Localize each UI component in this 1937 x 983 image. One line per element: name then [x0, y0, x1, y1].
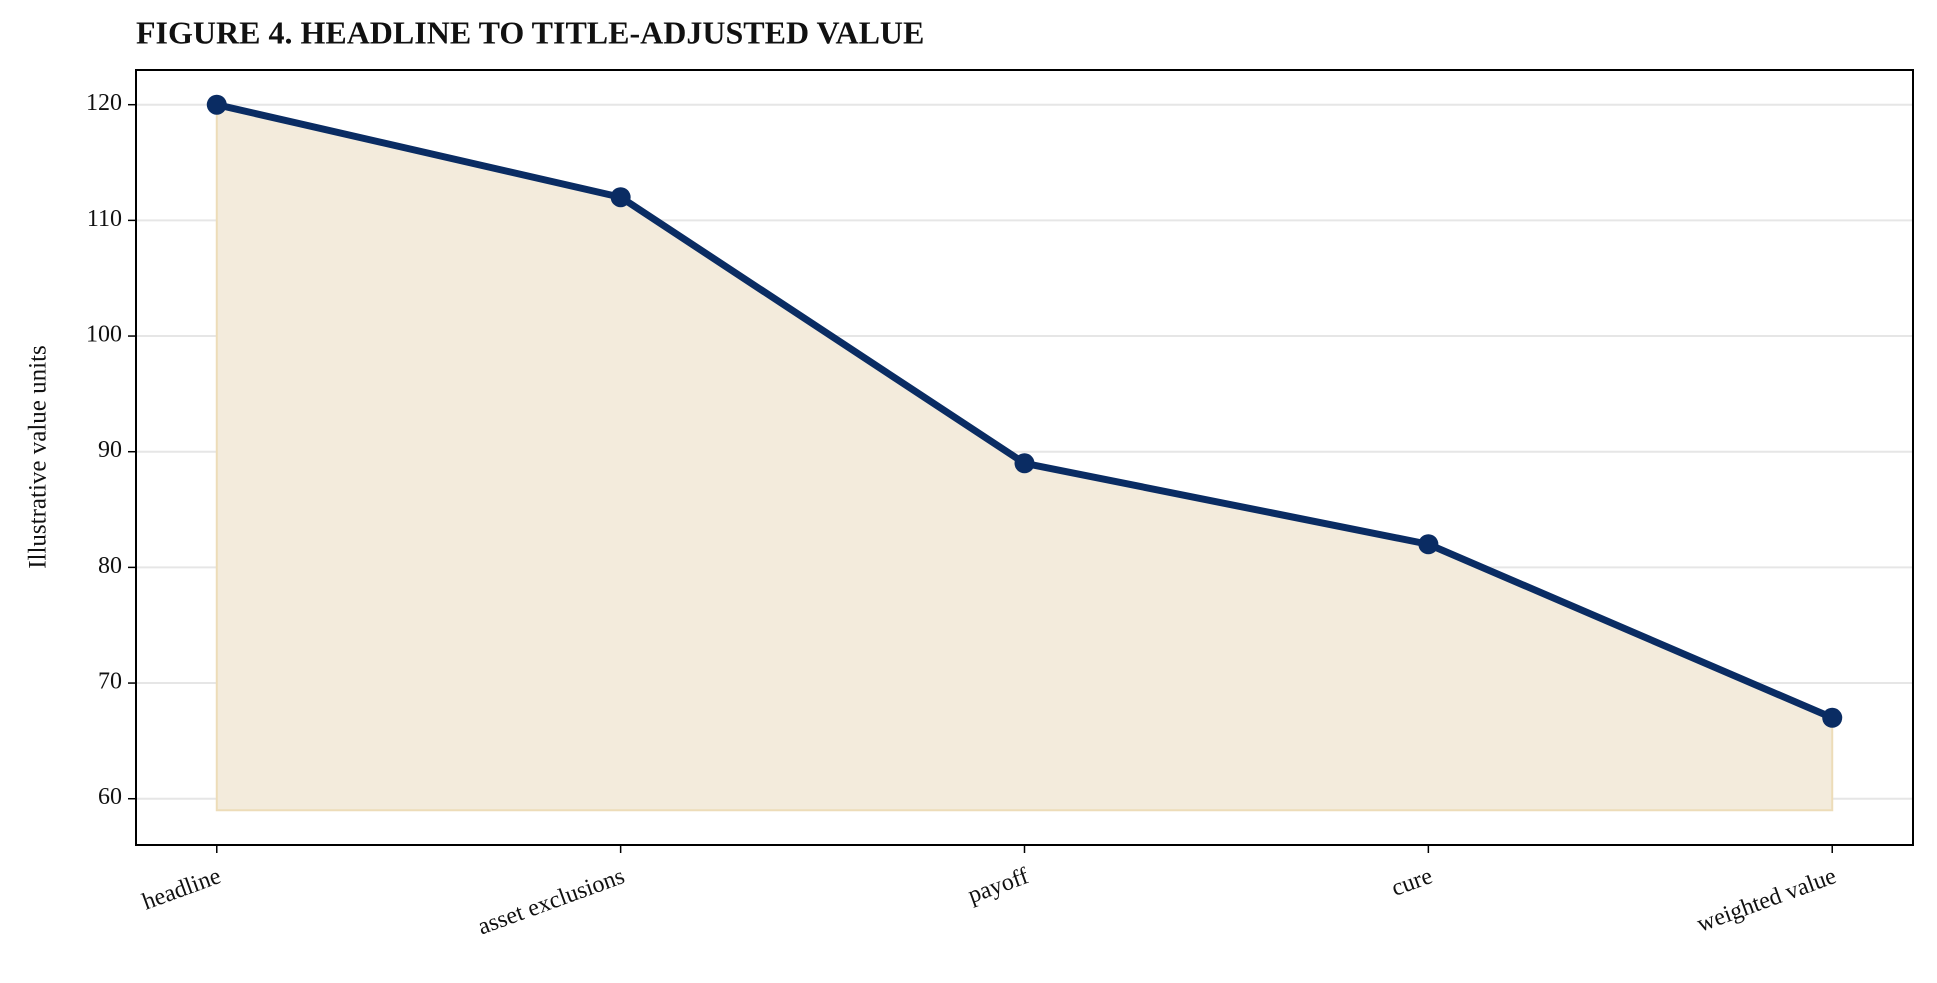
y-tick-label: 120 — [86, 90, 122, 116]
x-tick-label: payoff — [965, 863, 1032, 909]
y-tick-label: 60 — [98, 784, 122, 810]
x-tick-label: cure — [1388, 863, 1436, 902]
marker — [206, 94, 227, 115]
y-tick-label: 70 — [98, 669, 122, 695]
plot-frame — [135, 69, 1914, 846]
x-tick-label: headline — [139, 863, 224, 915]
y-tick-label: 100 — [86, 322, 122, 348]
marker — [1822, 707, 1843, 728]
x-tick-label: weighted value — [1694, 863, 1840, 937]
y-tick-label: 80 — [98, 553, 122, 579]
y-tick-label: 110 — [87, 206, 122, 232]
chart-title: FIGURE 4. HEADLINE TO TITLE-ADJUSTED VAL… — [136, 14, 924, 50]
marker — [1014, 453, 1035, 474]
marker — [610, 187, 631, 208]
x-tick-label: asset exclusions — [475, 863, 629, 940]
y-axis-label: Illustrative value units — [25, 345, 52, 569]
marker — [1418, 534, 1439, 555]
y-tick-label: 90 — [98, 437, 122, 463]
